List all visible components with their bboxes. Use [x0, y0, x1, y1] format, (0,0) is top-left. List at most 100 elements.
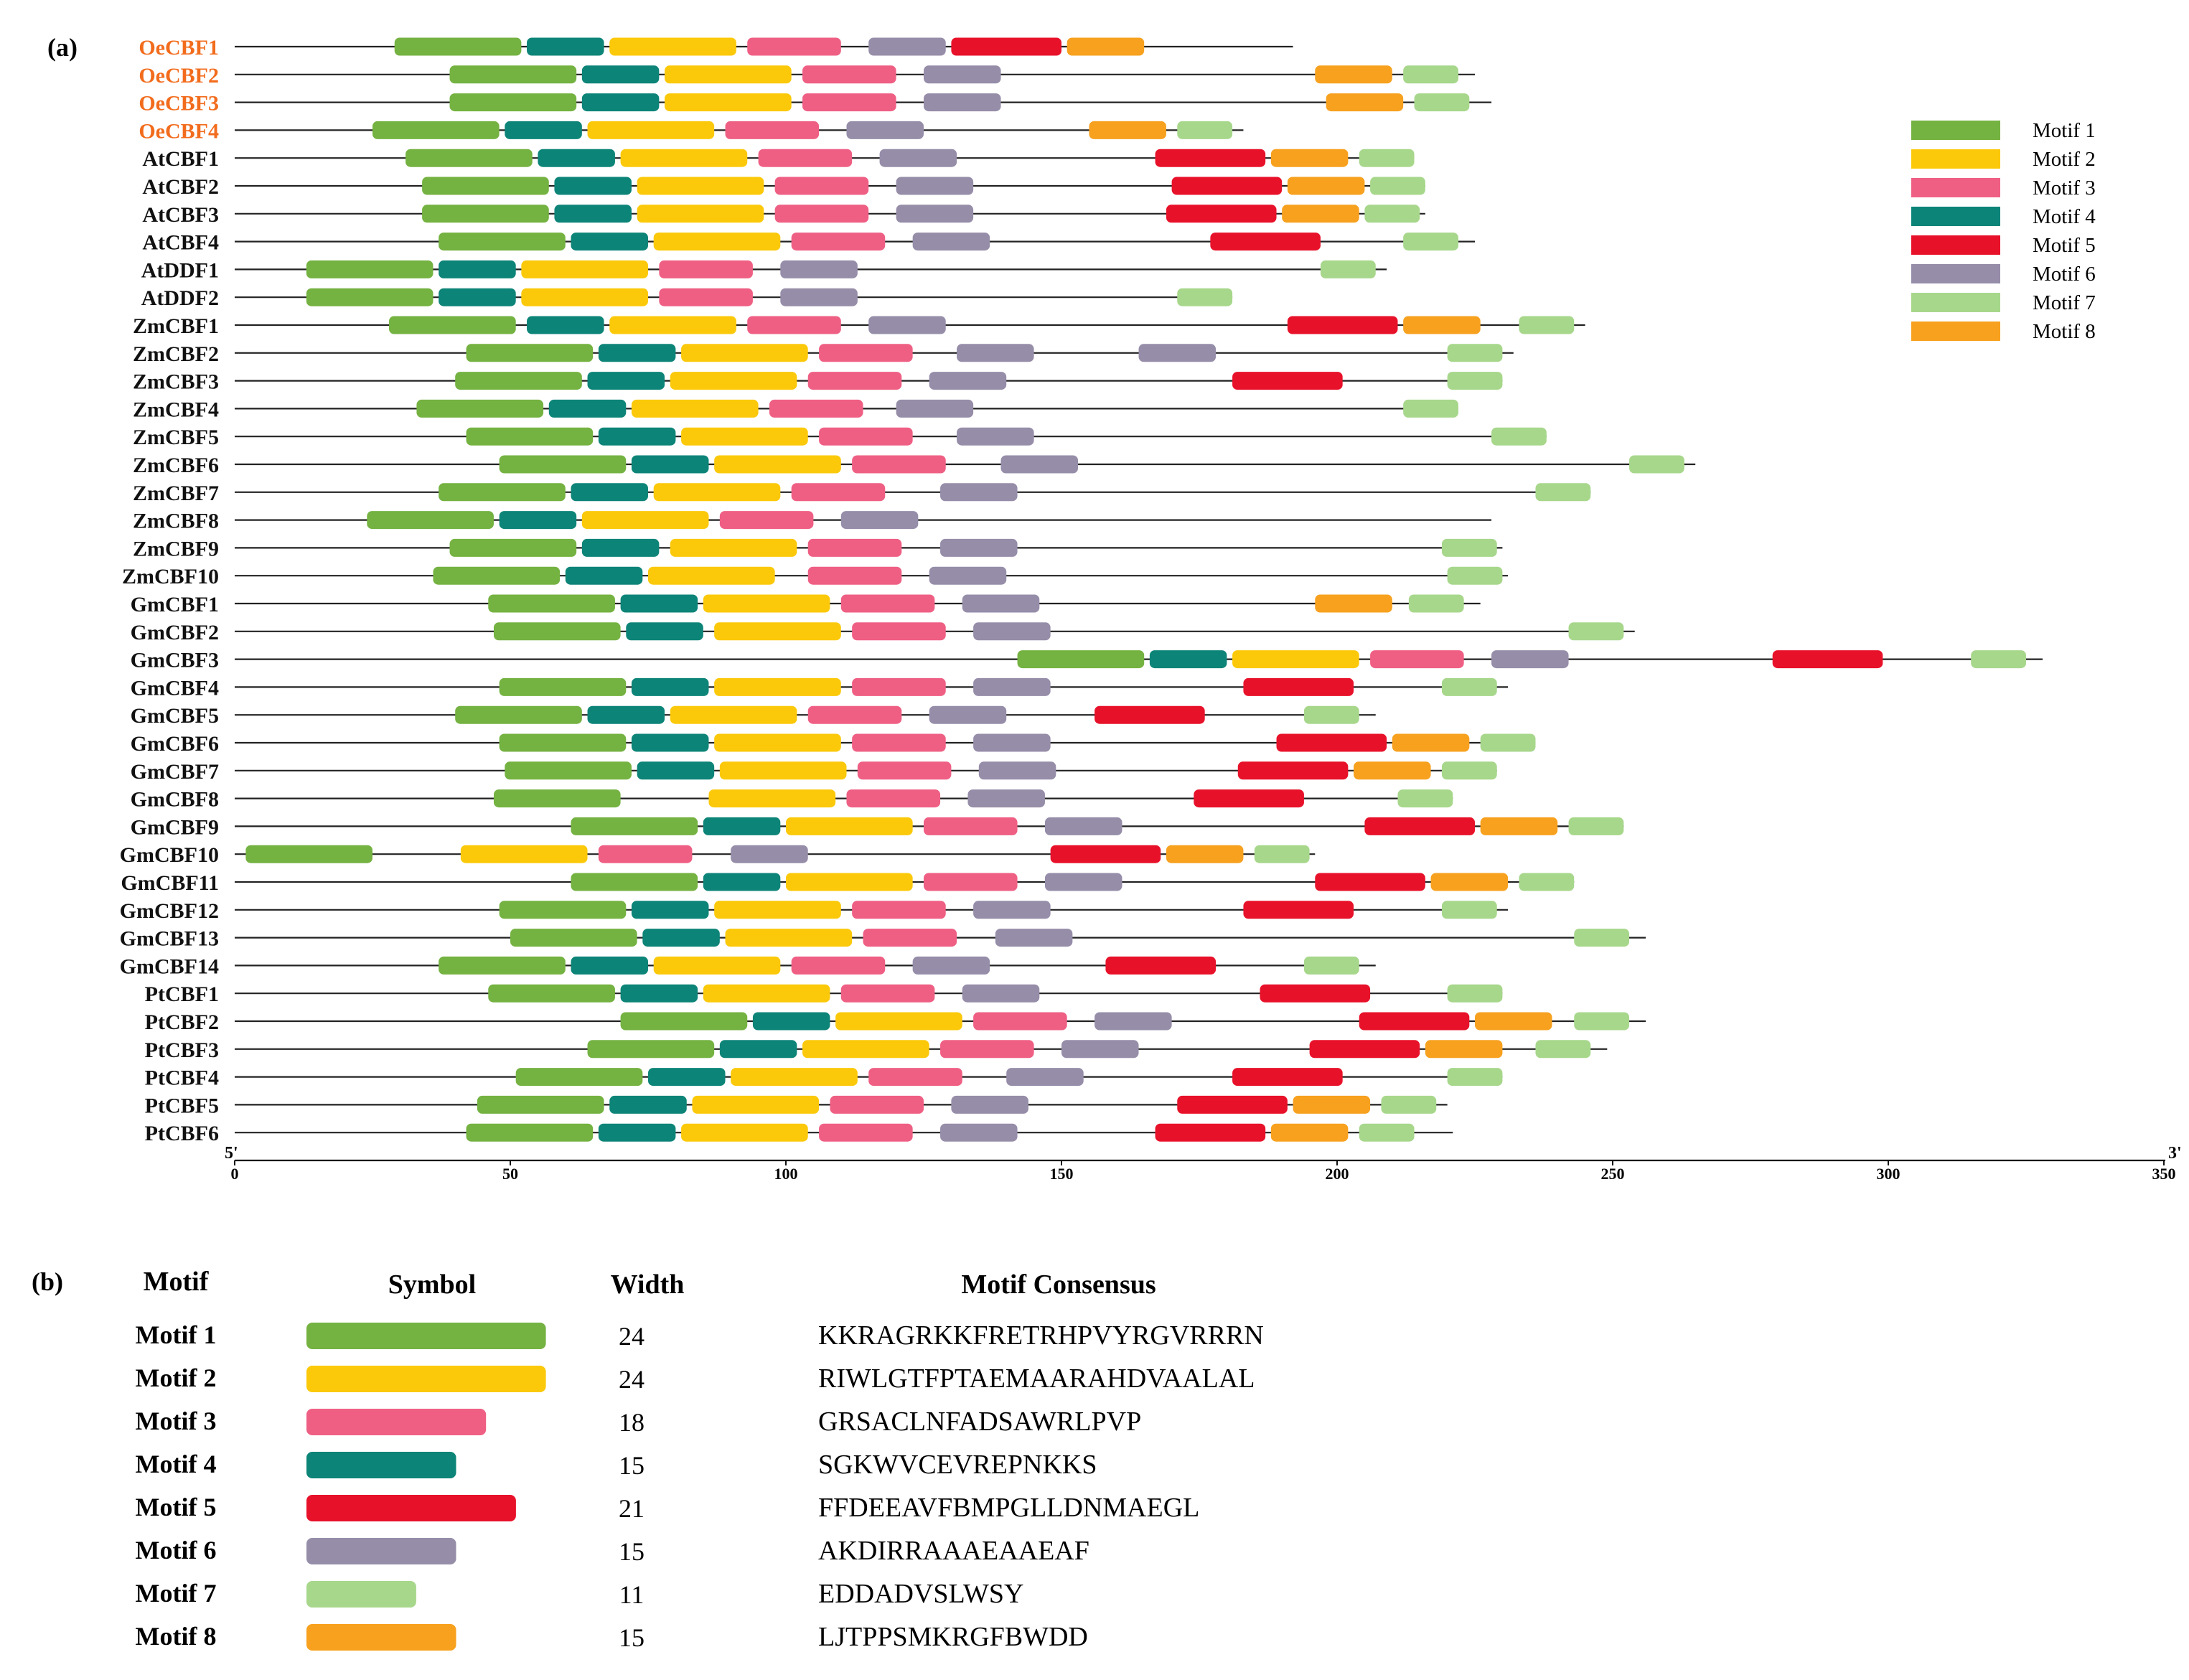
motif-6-box — [957, 344, 1034, 362]
motif-1-box — [493, 789, 621, 808]
motif-3-box — [774, 205, 869, 223]
protein-label: GmCBF14 — [120, 954, 219, 978]
motif-2-box — [681, 344, 808, 362]
protein-label: ZmCBF10 — [122, 565, 219, 588]
motif-1-box — [455, 705, 582, 724]
motif-7-box — [1403, 233, 1458, 251]
motif-2-box — [692, 1095, 820, 1114]
protein-label: GmCBF5 — [131, 704, 219, 728]
protein-label: OeCBF3 — [139, 92, 219, 116]
motif-6-box — [973, 901, 1051, 919]
motif-6-box — [1138, 344, 1217, 362]
motif-5-box — [1155, 1123, 1266, 1142]
table-header-consensus: Motif Consensus — [961, 1270, 1156, 1300]
motif-2-box — [835, 1012, 962, 1031]
motif-4-box — [587, 372, 665, 390]
table-consensus-value: AKDIRRAAAEAAEAF — [818, 1536, 1089, 1566]
motif-4-box — [439, 260, 516, 278]
table-row: Motif 5 21 FFDEEAVFBMPGLLDNMAEGL — [136, 1493, 1200, 1523]
table-consensus-value: RIWLGTFPTAEMAARAHDVAALAL — [818, 1364, 1255, 1394]
protein-row: PtCBF2 — [145, 1010, 1646, 1034]
motif-4-box — [581, 93, 660, 112]
motif-5-box — [1232, 1068, 1343, 1087]
motif-3-box — [924, 817, 1018, 835]
motif-4-box — [499, 511, 577, 530]
motif-8-box — [1475, 1012, 1552, 1031]
motif-3-box — [747, 316, 841, 334]
legend-label: Motif 2 — [2033, 148, 2096, 171]
motif-2-box — [714, 733, 841, 752]
table-symbol-motif-5 — [306, 1495, 516, 1521]
motif-3-box — [1370, 650, 1464, 669]
table-symbol-motif-8 — [306, 1624, 456, 1651]
motif-6-box — [924, 93, 1001, 112]
motif-7-box — [1480, 733, 1536, 752]
table-motif-label: Motif 3 — [136, 1407, 217, 1435]
motif-4-box — [571, 233, 648, 251]
motif-4-box — [587, 705, 665, 724]
motif-7-box — [1447, 1068, 1503, 1087]
motif-1-box — [406, 149, 533, 167]
protein-row: GmCBF6 — [131, 732, 1536, 756]
motif-6-box — [940, 1123, 1018, 1142]
protein-label: AtCBF1 — [142, 147, 219, 171]
motif-8-box — [1425, 1040, 1503, 1059]
motif-8-box — [1430, 873, 1509, 891]
protein-row: GmCBF11 — [121, 871, 1575, 895]
table-motif-label: Motif 5 — [136, 1493, 217, 1521]
motif-2-box — [670, 372, 797, 390]
table-motif-label: Motif 2 — [136, 1364, 217, 1392]
motif-4-box — [565, 566, 643, 585]
motif-3-box — [774, 177, 869, 195]
legend-label: Motif 4 — [2033, 205, 2096, 228]
protein-label: PtCBF1 — [145, 982, 219, 1006]
table-consensus-value: GRSACLNFADSAWRLPVP — [818, 1407, 1141, 1437]
motif-1-box — [493, 622, 621, 641]
motif-6-box — [1044, 817, 1122, 835]
motif-2-box — [786, 817, 913, 835]
motif-1-box — [499, 455, 627, 474]
motif-7-box — [1359, 149, 1415, 167]
motif-2-box — [1232, 650, 1359, 669]
motif-5-box — [1772, 650, 1883, 669]
motif-3-box — [747, 37, 841, 56]
protein-label: GmCBF9 — [131, 815, 219, 839]
motif-1-box — [466, 1123, 594, 1142]
motif-7-box — [1403, 65, 1458, 84]
table-header-motif: Motif — [144, 1267, 210, 1297]
protein-rows: OeCBF1 OeCBF2 OeCBF3 OeCBF4 AtCBF1 AtCBF2 AtCB… — [120, 36, 2043, 1145]
motif-7-box — [1568, 817, 1624, 835]
protein-row: ZmCBF3 — [133, 370, 1503, 394]
table-motif-label: Motif 4 — [136, 1450, 217, 1478]
legend-label: Motif 1 — [2033, 119, 2096, 142]
motif-5-box — [1315, 873, 1425, 891]
motif-4-box — [505, 121, 582, 139]
motif-5-box — [1237, 761, 1349, 780]
legend-swatch-motif-8 — [1911, 322, 2000, 341]
motif-3-box — [725, 121, 820, 139]
motif-4-box — [581, 538, 660, 557]
protein-row: GmCBF7 — [131, 760, 1497, 784]
legend-label: Motif 8 — [2033, 320, 2096, 343]
motif-3-box — [802, 93, 896, 112]
protein-row: GmCBF2 — [131, 621, 1635, 644]
motif-1-box — [620, 1012, 748, 1031]
motif-3-box — [852, 455, 946, 474]
motif-7-box — [1177, 121, 1233, 139]
table-symbol-motif-7 — [306, 1581, 416, 1608]
protein-row: PtCBF1 — [145, 982, 1503, 1006]
motif-2-box — [637, 177, 764, 195]
motif-2-box — [521, 288, 648, 306]
table-motif-label: Motif 8 — [136, 1622, 217, 1651]
motif-3-box — [973, 1012, 1067, 1031]
table-row: Motif 6 15 AKDIRRAAAEAAEAF — [136, 1536, 1089, 1566]
motif-1-box — [422, 177, 549, 195]
motif-1-box — [505, 761, 632, 780]
protein-row: GmCBF1 — [131, 593, 1481, 616]
motif-7-box — [1441, 761, 1497, 780]
protein-label: GmCBF10 — [120, 843, 219, 867]
legend-label: Motif 5 — [2033, 234, 2096, 257]
table-row: Motif 4 15 SGKWVCEVREPNKKS — [136, 1450, 1097, 1480]
protein-row: GmCBF14 — [120, 954, 1376, 978]
motif-7-box — [1414, 93, 1470, 112]
